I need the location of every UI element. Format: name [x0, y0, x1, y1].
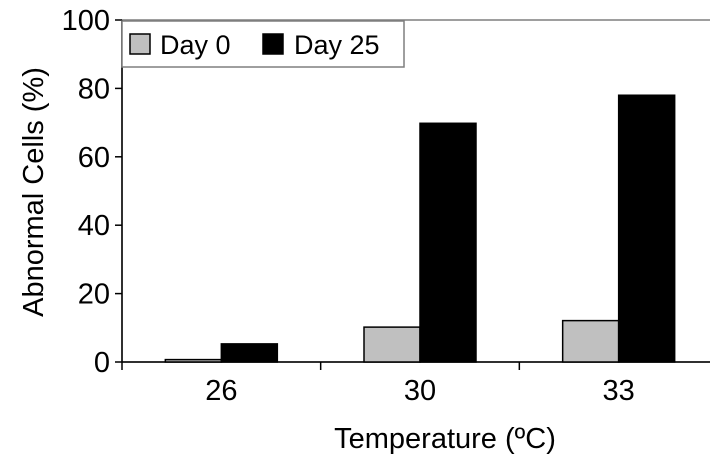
y-tick-label-40: 40	[78, 210, 110, 242]
bar-day-0-30	[364, 327, 420, 362]
y-tick-label-80: 80	[78, 73, 110, 105]
y-tick-label-100: 100	[62, 5, 110, 37]
x-tick-label-26: 26	[205, 375, 237, 407]
legend-swatch-day-25	[263, 34, 283, 54]
y-tick-label-0: 0	[94, 347, 110, 379]
y-tick-label-60: 60	[78, 142, 110, 174]
bar-day-0-33	[563, 321, 619, 362]
bar-day-25-26	[221, 344, 277, 362]
x-axis-title: Temperature (ºC)	[334, 423, 556, 455]
bar-day-0-26	[165, 360, 221, 362]
legend-swatch-day-0	[130, 34, 150, 54]
y-axis-title: Abnormal Cells (%)	[18, 67, 50, 317]
bar-day-25-30	[420, 123, 476, 362]
x-tick-label-33: 33	[603, 375, 635, 407]
legend-label-day-25: Day 25	[294, 30, 380, 60]
bar-day-25-33	[619, 95, 675, 362]
legend-label-day-0: Day 0	[160, 30, 231, 60]
x-tick-label-30: 30	[404, 375, 436, 407]
legend: Day 0 Day 25	[122, 21, 404, 67]
y-tick-label-20: 20	[78, 279, 110, 311]
